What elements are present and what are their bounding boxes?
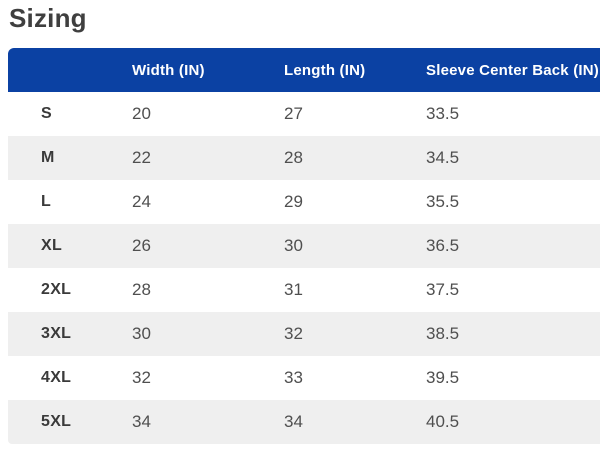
table-row: S 20 27 33.5 [8,92,600,136]
page-title: Sizing [9,3,87,33]
width-value: 24 [132,192,151,211]
size-label: S [41,105,52,122]
width-value: 28 [132,280,151,299]
length-value: 27 [284,104,303,123]
sleeve-value: 33.5 [426,104,460,123]
size-label: 2XL [41,281,72,298]
sleeve-value: 37.5 [426,280,460,299]
table-row: XL 26 30 36.5 [8,224,600,268]
length-value: 29 [284,192,303,211]
sleeve-value: 40.5 [426,412,460,431]
sleeve-value: 36.5 [426,236,460,255]
sizing-table: Width (IN) Length (IN) Sleeve Center Bac… [8,48,600,444]
size-label: L [41,193,52,210]
table-row: 4XL 32 33 39.5 [8,356,600,400]
sleeve-value: 39.5 [426,368,460,387]
size-label: 5XL [41,413,72,430]
size-label: XL [41,237,63,254]
width-value: 26 [132,236,151,255]
size-label: M [41,149,55,166]
table-row: 5XL 34 34 40.5 [8,400,600,444]
table-row: M 22 28 34.5 [8,136,600,180]
header-cell-length: Length (IN) [284,61,366,79]
length-value: 28 [284,148,303,167]
table-header-row: Width (IN) Length (IN) Sleeve Center Bac… [8,48,600,92]
width-value: 34 [132,412,151,431]
width-value: 22 [132,148,151,167]
table-row: L 24 29 35.5 [8,180,600,224]
header-cell-width: Width (IN) [132,61,205,79]
table-row: 3XL 30 32 38.5 [8,312,600,356]
sleeve-value: 38.5 [426,324,460,343]
table-row: 2XL 28 31 37.5 [8,268,600,312]
length-value: 33 [284,368,303,387]
width-value: 20 [132,104,151,123]
table-body: S 20 27 33.5 M 22 28 34.5 L 24 29 35.5 X… [8,92,600,444]
length-value: 32 [284,324,303,343]
length-value: 34 [284,412,303,431]
length-value: 31 [284,280,303,299]
sleeve-value: 34.5 [426,148,460,167]
header-cell-sleeve: Sleeve Center Back (IN) [426,61,600,79]
sleeve-value: 35.5 [426,192,460,211]
width-value: 32 [132,368,151,387]
width-value: 30 [132,324,151,343]
size-label: 4XL [41,369,72,386]
length-value: 30 [284,236,303,255]
size-label: 3XL [41,325,72,342]
